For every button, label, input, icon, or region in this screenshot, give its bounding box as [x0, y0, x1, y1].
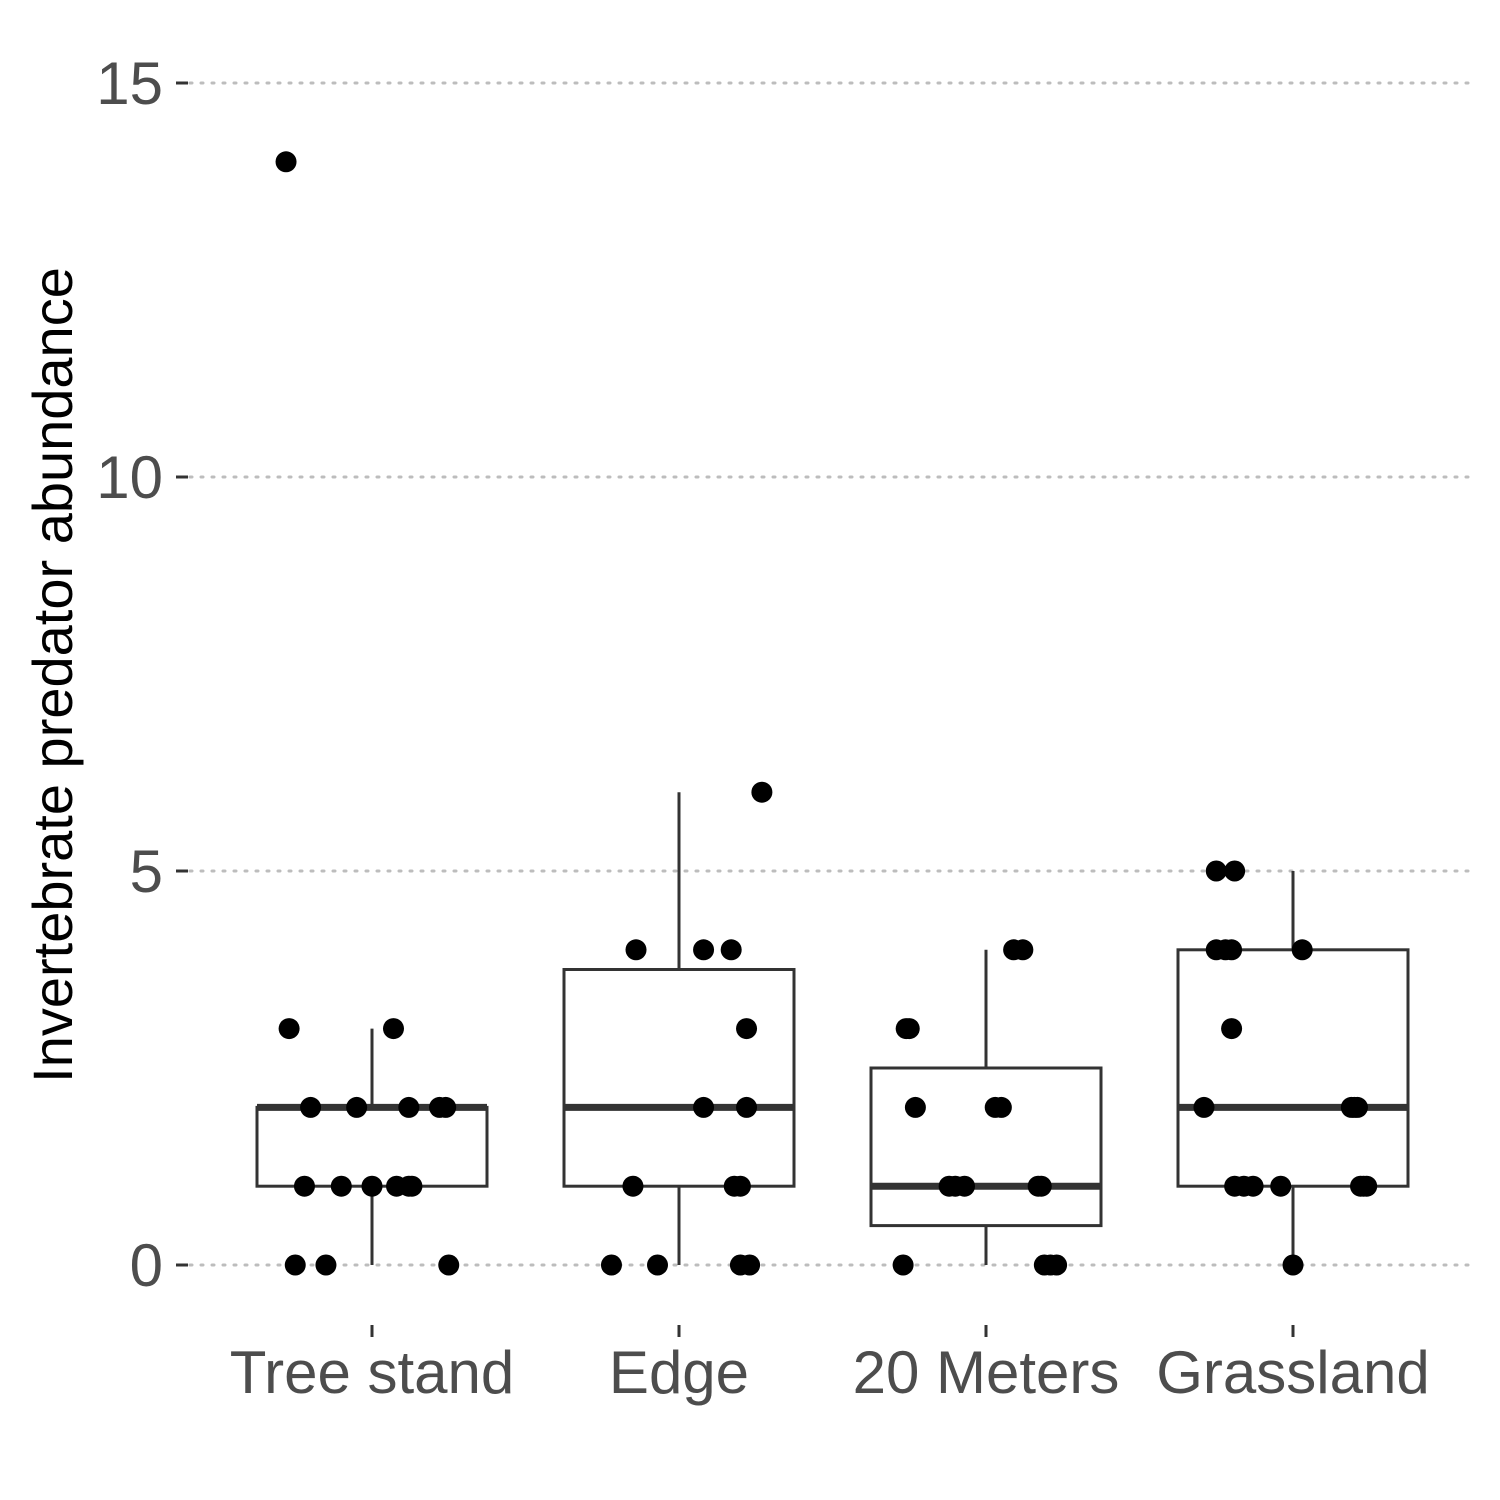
y-tick-label: 5 [130, 838, 163, 905]
data-point [647, 1254, 669, 1276]
data-point [625, 939, 647, 961]
data-point [736, 1018, 758, 1040]
data-point [293, 1175, 315, 1197]
data-point [275, 151, 297, 173]
x-tick-label: 20 Meters [853, 1339, 1120, 1406]
data-point [361, 1175, 383, 1197]
data-point [720, 939, 742, 961]
data-point [693, 1096, 715, 1118]
data-point [1282, 1254, 1304, 1276]
point-layer [275, 151, 1378, 1276]
data-point [892, 1254, 914, 1276]
data-point [990, 1096, 1012, 1118]
y-tick-label: 0 [130, 1232, 163, 1299]
data-point [1205, 860, 1227, 882]
box [869, 1066, 1103, 1228]
data-point [739, 1254, 761, 1276]
data-point [938, 1175, 960, 1197]
data-point [954, 1175, 976, 1197]
y-tick-label: 15 [96, 50, 163, 117]
box-layer [255, 792, 1410, 1265]
data-point [751, 781, 773, 803]
data-point [1221, 1018, 1243, 1040]
data-point [898, 1018, 920, 1040]
x-tick-label: Tree stand [230, 1339, 515, 1406]
data-point [398, 1175, 420, 1197]
data-point [382, 1018, 404, 1040]
box [1176, 948, 1410, 1188]
data-point [1270, 1175, 1292, 1197]
data-point [1224, 1175, 1246, 1197]
axis-layer: 0 5 10 15 Tree stand Edge 20 Meters Grassland [96, 50, 1429, 1406]
data-point [1221, 939, 1243, 961]
data-point [1291, 939, 1313, 961]
data-point [1224, 860, 1246, 882]
data-point [1193, 1096, 1215, 1118]
data-point [330, 1175, 352, 1197]
y-tick-label: 10 [96, 444, 163, 511]
box [562, 968, 796, 1188]
data-point [600, 1254, 622, 1276]
data-point [723, 1175, 745, 1197]
data-point [693, 939, 715, 961]
data-point [622, 1175, 644, 1197]
data-point [1030, 1175, 1052, 1197]
data-point [300, 1096, 322, 1118]
y-axis-title: Invertebrate predator abundance [21, 267, 84, 1083]
data-point [1012, 939, 1034, 961]
data-point [284, 1254, 306, 1276]
data-point [438, 1254, 460, 1276]
data-point [904, 1096, 926, 1118]
x-tick-label: Edge [609, 1339, 749, 1406]
data-point [1350, 1175, 1372, 1197]
data-point [1046, 1254, 1068, 1276]
data-point [435, 1096, 457, 1118]
data-point [736, 1096, 758, 1118]
data-point [315, 1254, 337, 1276]
data-point [278, 1018, 300, 1040]
x-tick-label: Grassland [1156, 1339, 1429, 1406]
data-point [1346, 1096, 1368, 1118]
box [255, 1105, 489, 1188]
data-point [346, 1096, 368, 1118]
data-point [398, 1096, 420, 1118]
